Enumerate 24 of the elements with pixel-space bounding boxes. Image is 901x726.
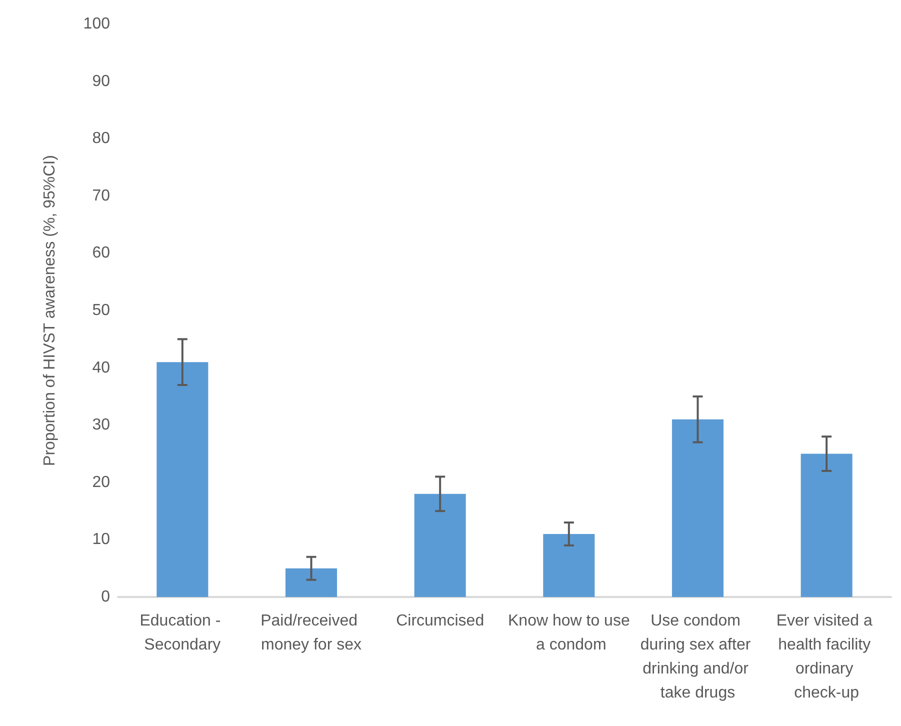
- x-tick-label: Education - Secondary: [140, 612, 226, 654]
- y-tick-label: 50: [92, 302, 110, 319]
- y-tick-label: 60: [92, 244, 110, 262]
- x-tick-label: Use condom during sex after drinking and/or take drugs: [640, 612, 756, 702]
- y-tick-label: 90: [92, 72, 110, 90]
- y-tick-label: 20: [92, 474, 110, 491]
- y-tick-label: 10: [92, 531, 110, 548]
- x-tick-label: Circumcised: [396, 612, 484, 630]
- y-tick-label: 80: [92, 130, 110, 148]
- x-tick-label: Know how to use a condom: [508, 612, 630, 654]
- bar: [156, 362, 208, 597]
- y-tick-label: 100: [83, 16, 110, 32]
- y-axis-title: Proportion of HIVST awareness (%, 95%CI): [42, 155, 58, 466]
- bar: [543, 534, 595, 597]
- y-tick-label: 30: [92, 416, 110, 434]
- bar: [672, 419, 724, 597]
- y-tick-label: 40: [92, 359, 110, 376]
- y-tick-label: 70: [92, 187, 110, 204]
- bar: [414, 494, 466, 597]
- y-tick-label: 0: [101, 588, 110, 606]
- bar: [285, 568, 338, 597]
- x-tick-label: Ever visited a health facility ordinary check-up: [776, 612, 877, 702]
- bar: [800, 454, 852, 597]
- x-tick-label: Paid/received money for sex: [260, 612, 362, 654]
